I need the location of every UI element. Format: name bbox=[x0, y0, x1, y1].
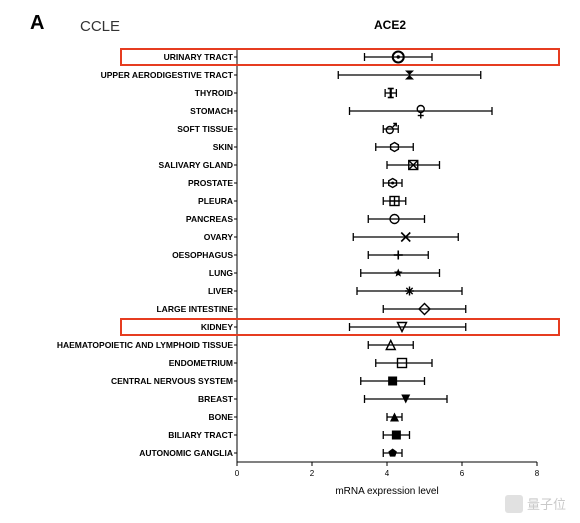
svg-text:4: 4 bbox=[385, 469, 390, 478]
watermark-text: 量子位 bbox=[527, 494, 566, 513]
svg-text:SALIVARY GLAND: SALIVARY GLAND bbox=[159, 160, 233, 170]
wechat-icon bbox=[505, 495, 523, 513]
svg-text:HAEMATOPOIETIC AND LYMPHOID TI: HAEMATOPOIETIC AND LYMPHOID TISSUE bbox=[57, 340, 233, 350]
svg-text:LIVER: LIVER bbox=[208, 286, 233, 296]
svg-text:OVARY: OVARY bbox=[204, 232, 234, 242]
svg-text:SKIN: SKIN bbox=[213, 142, 233, 152]
svg-text:6: 6 bbox=[460, 469, 465, 478]
svg-text:THYROID: THYROID bbox=[195, 88, 233, 98]
svg-text:BONE: BONE bbox=[208, 412, 233, 422]
watermark: 量子位 bbox=[505, 494, 566, 513]
svg-text:KIDNEY: KIDNEY bbox=[201, 322, 233, 332]
svg-text:LARGE INTESTINE: LARGE INTESTINE bbox=[156, 304, 233, 314]
svg-text:BREAST: BREAST bbox=[198, 394, 234, 404]
svg-text:0: 0 bbox=[235, 469, 240, 478]
svg-text:SOFT TISSUE: SOFT TISSUE bbox=[177, 124, 233, 134]
svg-text:AUTONOMIC GANGLIA: AUTONOMIC GANGLIA bbox=[139, 448, 233, 458]
svg-text:OESOPHAGUS: OESOPHAGUS bbox=[172, 250, 233, 260]
svg-text:2: 2 bbox=[310, 469, 315, 478]
svg-text:LUNG: LUNG bbox=[209, 268, 233, 278]
svg-text:CENTRAL NERVOUS SYSTEM: CENTRAL NERVOUS SYSTEM bbox=[111, 376, 233, 386]
svg-text:STOMACH: STOMACH bbox=[190, 106, 233, 116]
svg-text:ENDOMETRIUM: ENDOMETRIUM bbox=[169, 358, 233, 368]
svg-text:BILIARY TRACT: BILIARY TRACT bbox=[168, 430, 234, 440]
svg-text:UPPER AERODIGESTIVE TRACT: UPPER AERODIGESTIVE TRACT bbox=[101, 70, 234, 80]
svg-text:PANCREAS: PANCREAS bbox=[186, 214, 233, 224]
svg-text:PROSTATE: PROSTATE bbox=[188, 178, 233, 188]
svg-text:URINARY TRACT: URINARY TRACT bbox=[164, 52, 234, 62]
svg-text:8: 8 bbox=[535, 469, 540, 478]
svg-text:mRNA expression level: mRNA expression level bbox=[335, 486, 438, 497]
forest-plot: 0 2 4 6 8 mRNA expression level URINARY TRACT U… bbox=[0, 0, 580, 523]
svg-text:PLEURA: PLEURA bbox=[198, 196, 233, 206]
